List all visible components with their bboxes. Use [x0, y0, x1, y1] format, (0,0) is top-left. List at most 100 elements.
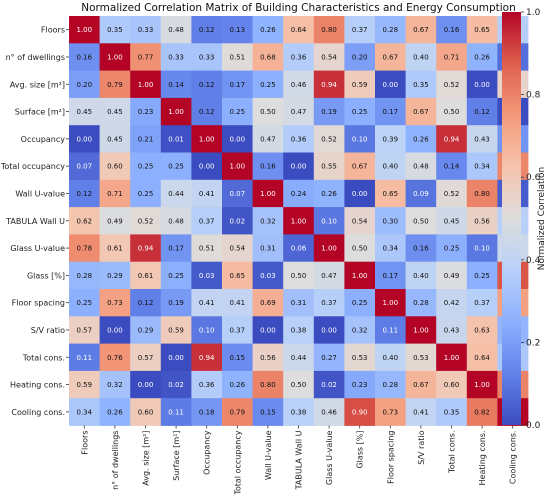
x-tick-label: TABULA Wall U [295, 430, 304, 490]
heatmap-cell [130, 97, 162, 126]
heatmap-cell [375, 289, 406, 317]
cell-value-label: 0.62 [77, 217, 93, 225]
heatmap-cell [191, 152, 223, 181]
heatmap-cell [313, 179, 345, 208]
heatmap-cell [160, 398, 192, 426]
cell-value-label: 1.00 [77, 26, 93, 34]
heatmap-cell [375, 125, 406, 153]
heatmap-cell [313, 370, 345, 399]
heatmap-cell [130, 152, 162, 181]
cell-value-label: 0.12 [138, 299, 154, 307]
cell-value-label: 0.32 [352, 326, 368, 334]
heatmap-cell [283, 316, 315, 344]
cell-value-label: 0.59 [77, 381, 93, 389]
heatmap-cell [436, 179, 468, 208]
heatmap-cell [160, 97, 192, 126]
heatmap-cell [69, 179, 100, 208]
heatmap-cell [130, 289, 162, 317]
cell-value-label: 0.45 [77, 108, 93, 116]
heatmap-cell [99, 70, 131, 99]
heatmap-cell [466, 97, 498, 126]
heatmap-cell [191, 398, 223, 426]
heatmap-cell [283, 343, 315, 372]
heatmap-cell [313, 43, 345, 71]
heatmap-cell [222, 70, 253, 99]
cell-value-label: 1.00 [383, 299, 399, 307]
heatmap-cell [69, 398, 100, 426]
cell-value-label: 0.61 [138, 272, 154, 280]
cell-value-label: 0.33 [199, 53, 215, 61]
heatmap-cell [130, 261, 162, 290]
heatmap-cell [222, 343, 253, 372]
heatmap-cell [344, 261, 376, 290]
cell-value-label: 0.56 [260, 354, 276, 362]
x-tick-label: S/V ratio [417, 430, 426, 464]
heatmap-cell [313, 398, 345, 426]
x-tick-label: Floor spacing [386, 431, 395, 484]
cell-value-label: 0.41 [199, 299, 215, 307]
cell-value-label: 0.00 [138, 381, 154, 389]
cell-value-label: 0.50 [291, 272, 307, 280]
heatmap-cell [191, 97, 223, 126]
heatmap-cell [69, 70, 100, 99]
heatmap-cell [222, 179, 253, 208]
heatmap-cell [69, 234, 100, 263]
cell-value-label: 0.02 [230, 217, 246, 225]
cell-value-label: 0.29 [138, 326, 154, 334]
cell-value-label: 0.67 [413, 108, 429, 116]
cell-value-label: 0.64 [291, 26, 307, 34]
heatmap-cell [283, 70, 315, 99]
cell-value-label: 0.38 [291, 408, 307, 416]
cell-value-label: 0.36 [199, 381, 215, 389]
heatmap-cell [405, 398, 437, 426]
cell-value-label: 0.23 [352, 381, 368, 389]
cell-value-label: 0.44 [291, 354, 307, 362]
heatmap-cell [160, 316, 192, 344]
heatmap-cell [405, 43, 437, 71]
cell-value-label: 0.25 [352, 299, 368, 307]
heatmap-cell [344, 370, 376, 399]
y-tick-label: n° of dwellings [6, 53, 65, 62]
cell-value-label: 0.00 [199, 163, 215, 171]
heatmap-cell [375, 261, 406, 290]
cell-value-label: 0.48 [413, 163, 429, 171]
heatmap-cell [375, 70, 406, 99]
heatmap-cell [313, 261, 345, 290]
heatmap-cell [130, 398, 162, 426]
heatmap-cell [313, 97, 345, 126]
cell-value-label: 0.26 [321, 190, 337, 198]
cell-value-label: 1.00 [168, 108, 184, 116]
heatmap-cell [160, 179, 192, 208]
cell-value-label: 0.60 [444, 381, 460, 389]
heatmap-cell [466, 370, 498, 399]
cell-value-label: 0.27 [321, 354, 337, 362]
heatmap-cell [466, 152, 498, 181]
y-tick-label: Floors [41, 26, 65, 35]
heatmap-cell [160, 234, 192, 263]
heatmap-cell [466, 125, 498, 153]
heatmap-cell [130, 207, 162, 235]
cell-value-label: 0.67 [413, 381, 429, 389]
cell-value-label: 0.17 [168, 245, 184, 253]
heatmap-cell [69, 370, 100, 399]
y-tick-label: Glass [%] [27, 271, 65, 280]
heatmap-cell [375, 316, 406, 344]
heatmap-cell [222, 234, 253, 263]
heatmap-cell [69, 289, 100, 317]
colorbar-tick-label: 0.2 [526, 338, 540, 348]
cell-value-label: 0.38 [291, 326, 307, 334]
heatmap-cell [466, 16, 498, 44]
cell-value-label: 1.00 [352, 272, 368, 280]
cell-value-label: 0.26 [107, 408, 123, 416]
cell-value-label: 0.11 [77, 354, 93, 362]
heatmap-cell [283, 370, 315, 399]
cell-value-label: 0.65 [474, 26, 490, 34]
cell-value-label: 0.21 [138, 135, 154, 143]
cell-value-label: 0.37 [230, 326, 246, 334]
cell-value-label: 0.37 [352, 26, 368, 34]
heatmap-cell [283, 97, 315, 126]
cell-value-label: 0.65 [230, 272, 246, 280]
cell-value-label: 0.67 [383, 53, 399, 61]
cell-value-label: 0.12 [199, 81, 215, 89]
